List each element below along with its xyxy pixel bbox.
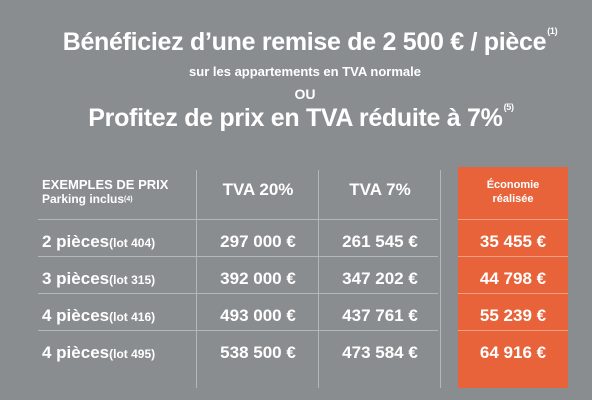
economie-divider xyxy=(458,256,568,257)
table-row-label: 4 pièces(lot 416) xyxy=(42,306,155,326)
table-row-label: 4 pièces(lot 495) xyxy=(42,343,155,363)
row-divider xyxy=(38,293,438,294)
economie-divider xyxy=(458,219,568,220)
row-divider xyxy=(38,256,438,257)
tva7-value: 347 202 € xyxy=(342,269,418,288)
header-economie-line1: Économie xyxy=(486,179,540,191)
header-exemples-de-prix: EXEMPLES DE PRIX xyxy=(42,177,169,192)
row-label-text: 2 pièces xyxy=(42,232,110,251)
table-header-label: EXEMPLES DE PRIX Parking inclus(4) xyxy=(42,177,168,207)
headline-tva-reduite-note: (5) xyxy=(503,102,514,112)
headline-tva-reduite-text: Profitez de prix en TVA réduite à 7% xyxy=(88,104,503,132)
row-divider xyxy=(38,219,438,220)
economie-value: 35 455 € xyxy=(479,232,547,251)
row-label-text: 4 pièces xyxy=(42,306,110,325)
economie-value: 64 916 € xyxy=(479,343,547,362)
tva7-value: 437 761 € xyxy=(342,306,418,325)
tva20-value: 297 000 € xyxy=(220,232,296,251)
header-tva-7: TVA 7% xyxy=(349,180,411,199)
headline-tva-reduite: Profitez de prix en TVA réduite à 7%(5) xyxy=(0,102,592,133)
row-lot: (lot 404) xyxy=(109,236,156,250)
economie-column: Économie réalisée 35 455 € 44 798 € 55 2… xyxy=(458,167,568,388)
header-economie-line2: réalisée xyxy=(492,193,534,205)
headline-remise: Bénéficiez d’une remise de 2 500 € / piè… xyxy=(0,26,592,57)
row-label-text: 3 pièces xyxy=(42,269,110,288)
row-label-text: 4 pièces xyxy=(42,343,110,362)
headline-tva-normale: sur les appartements en TVA normale xyxy=(189,64,421,79)
tva20-value: 538 500 € xyxy=(220,343,296,362)
row-lot: (lot 495) xyxy=(109,347,156,361)
tva7-value: 261 545 € xyxy=(342,232,418,251)
price-table: EXEMPLES DE PRIX Parking inclus(4) TVA 2… xyxy=(0,167,592,400)
table-row-label: 2 pièces(lot 404) xyxy=(42,232,155,252)
column-divider xyxy=(318,170,319,388)
economie-value: 44 798 € xyxy=(479,269,547,288)
tva20-value: 392 000 € xyxy=(220,269,296,288)
economie-divider xyxy=(458,330,568,331)
economie-value: 55 239 € xyxy=(479,306,547,325)
header-parking-note: (4) xyxy=(124,196,133,203)
row-lot: (lot 315) xyxy=(109,273,156,287)
column-divider xyxy=(196,170,197,388)
header-parking-text: Parking inclus xyxy=(42,192,125,206)
tva20-value: 493 000 € xyxy=(220,306,296,325)
column-divider xyxy=(440,170,441,388)
tva7-value: 473 584 € xyxy=(342,343,418,362)
row-divider xyxy=(38,330,438,331)
table-row-label: 3 pièces(lot 315) xyxy=(42,269,155,289)
header-economie: Économie réalisée xyxy=(458,178,568,206)
headline-ou: OU xyxy=(294,86,316,102)
header-parking-inclus: Parking inclus(4) xyxy=(42,192,168,207)
economie-divider xyxy=(458,293,568,294)
headline-remise-text: Bénéficiez d’une remise de 2 500 € / piè… xyxy=(62,28,547,56)
header-tva-20: TVA 20% xyxy=(222,180,294,199)
headline-remise-note: (1) xyxy=(547,26,558,36)
row-lot: (lot 416) xyxy=(109,310,156,324)
